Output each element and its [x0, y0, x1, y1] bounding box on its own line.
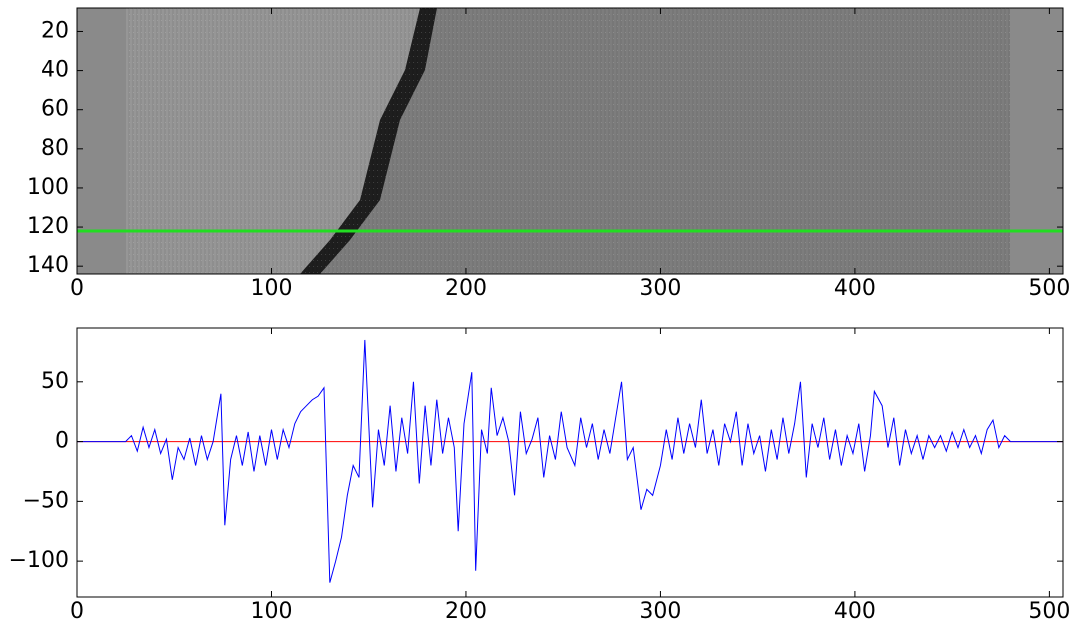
x-tick-label: 300 — [639, 599, 681, 624]
y-tick-label: 40 — [41, 58, 69, 83]
y-tick-label: 60 — [41, 97, 69, 122]
x-tick-label: 300 — [639, 276, 681, 301]
axes-frame — [76, 7, 1064, 275]
x-tick-label: 100 — [250, 599, 292, 624]
x-tick-label: 200 — [445, 276, 487, 301]
y-tick-label: 140 — [27, 253, 69, 278]
y-tick-label: −100 — [9, 548, 69, 573]
data-line — [77, 339, 1063, 583]
x-tick-label: 400 — [834, 276, 876, 301]
x-tick-label: 0 — [70, 599, 84, 624]
x-tick-label: 500 — [1028, 276, 1070, 301]
y-tick-label: 80 — [41, 136, 69, 161]
y-tick-label: 0 — [55, 429, 69, 454]
x-tick-label: 0 — [70, 276, 84, 301]
axes-frame — [76, 327, 1064, 598]
x-tick-label: 200 — [445, 599, 487, 624]
y-tick-label: 100 — [27, 175, 69, 200]
y-tick-label: −50 — [23, 488, 69, 513]
y-tick-label: 50 — [41, 369, 69, 394]
image — [77, 8, 1063, 274]
y-tick-label: 120 — [27, 214, 69, 239]
x-tick-label: 400 — [834, 599, 876, 624]
x-tick-label: 500 — [1028, 599, 1070, 624]
x-tick-label: 100 — [250, 276, 292, 301]
y-tick-label: 20 — [41, 18, 69, 43]
